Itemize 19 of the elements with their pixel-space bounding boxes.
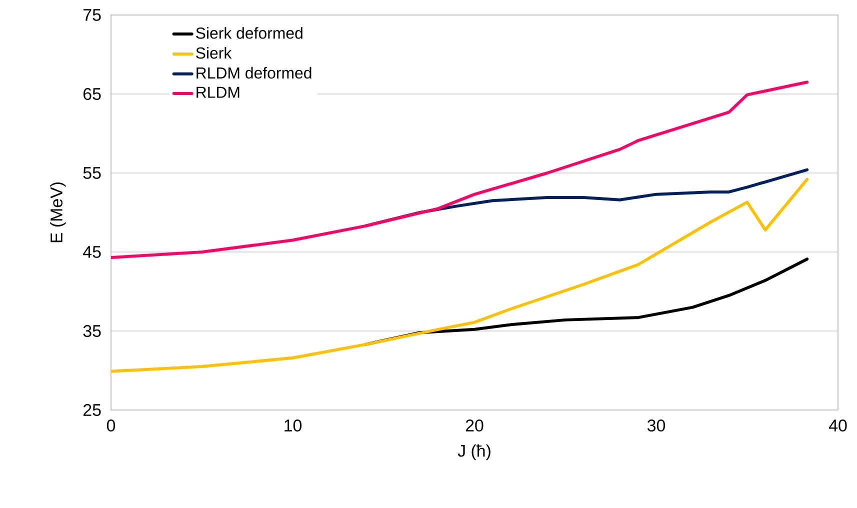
y-tick-label: 75 <box>84 9 101 21</box>
y-tick-label: 65 <box>84 88 101 100</box>
x-tick-label: 10 <box>284 420 302 432</box>
y-tick-label: 25 <box>84 404 101 416</box>
y-tick-label: 45 <box>83 246 101 258</box>
legend-label: RLDM <box>196 86 240 98</box>
legend-label: Sierk deformed <box>196 27 302 39</box>
x-tick-label: 40 <box>828 420 847 432</box>
y-tick-label: 55 <box>83 167 101 179</box>
x-axis-title: J (ħ) <box>458 444 490 460</box>
x-tick-label: 30 <box>647 420 666 432</box>
y-tick-label: 35 <box>83 325 101 337</box>
line-series <box>111 80 809 260</box>
legend-label: Sierk <box>196 47 232 59</box>
x-tick-label: 0 <box>106 420 116 432</box>
y-axis-title: E (MeV) <box>50 182 66 242</box>
line-series <box>111 178 809 373</box>
x-tick-label: 20 <box>466 420 484 432</box>
legend-label: RLDM deformed <box>196 66 312 79</box>
